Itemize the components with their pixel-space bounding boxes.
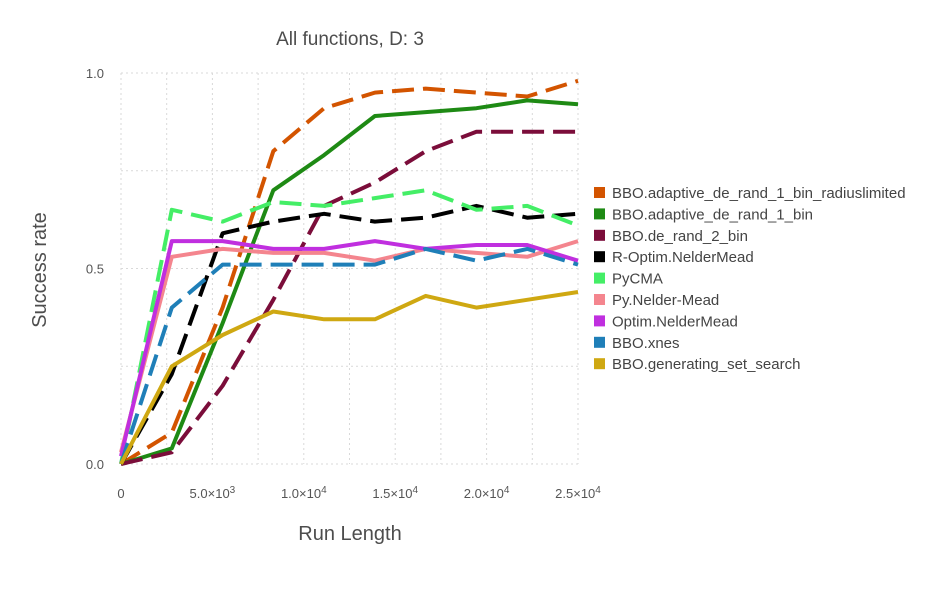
series-line-2 xyxy=(120,98,579,466)
series-line-3 xyxy=(120,129,578,466)
legend-swatch xyxy=(594,294,605,305)
chart-title: All functions, D: 3 xyxy=(276,29,424,50)
x-tick-label: 1.5×104 xyxy=(372,485,418,501)
y-axis-label: Success rate xyxy=(29,212,51,328)
legend-label: BBO.de_rand_2_bin xyxy=(612,228,748,245)
series-line-9 xyxy=(119,290,579,465)
legend-swatch xyxy=(594,208,605,220)
series-line-1 xyxy=(119,78,579,466)
axis-ticks: 0 5.0×103 1.0×104 1.5×104 2.0×104 2.5×104 0.0 0… xyxy=(86,66,601,501)
series-line-5 xyxy=(119,188,579,465)
legend-swatch xyxy=(594,358,605,370)
x-tick-label: 1.0×104 xyxy=(281,485,327,501)
series-lines xyxy=(119,78,579,466)
series-line-7 xyxy=(119,239,579,457)
legend-label: BBO.generating_set_search xyxy=(612,356,800,373)
legend: BBO.adaptive_de_rand_1_bin_radiuslimited… xyxy=(594,185,906,373)
legend-label: Optim.NelderMead xyxy=(612,313,738,330)
series-line-6 xyxy=(119,239,579,453)
series-line-4 xyxy=(119,203,579,465)
grid-lines xyxy=(120,72,579,465)
legend-swatch xyxy=(594,315,605,327)
legend-swatch xyxy=(594,251,605,263)
legend-swatch xyxy=(594,229,605,241)
legend-label: BBO.xnes xyxy=(612,335,680,352)
y-tick-label: 1.0 xyxy=(86,66,104,81)
legend-label: PyCMA xyxy=(612,271,663,288)
legend-label: BBO.adaptive_de_rand_1_bin xyxy=(612,206,813,223)
legend-label: BBO.adaptive_de_rand_1_bin_radiuslimited xyxy=(612,185,906,202)
series-line-8 xyxy=(119,246,579,465)
x-tick-label: 0 xyxy=(117,486,124,501)
y-tick-label: 0.0 xyxy=(86,457,104,472)
x-tick-label: 2.0×104 xyxy=(464,485,510,501)
x-tick-label: 2.5×104 xyxy=(555,485,601,501)
legend-label: Py.Nelder-Mead xyxy=(612,292,719,309)
legend-swatch xyxy=(594,187,605,198)
legend-swatch xyxy=(594,336,605,348)
legend-label: R-Optim.NelderMead xyxy=(612,249,754,266)
x-tick-label: 5.0×103 xyxy=(190,485,236,501)
x-axis-label: Run Length xyxy=(298,523,401,545)
legend-swatch xyxy=(594,272,605,284)
y-tick-label: 0.5 xyxy=(86,262,104,277)
